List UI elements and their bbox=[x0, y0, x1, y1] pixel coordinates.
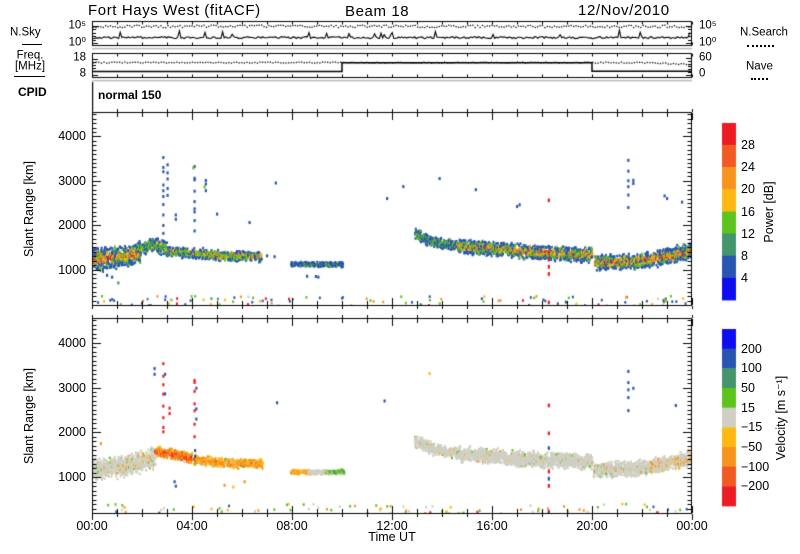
cpid-value: normal 150 bbox=[98, 88, 162, 102]
xtick-4-1600: 16:00 bbox=[476, 519, 508, 533]
beam-label: Beam 18 bbox=[345, 3, 410, 20]
velocity-colorbar-tick--15: −15 bbox=[741, 420, 763, 435]
power-colorbar-tick-20: 20 bbox=[741, 182, 755, 197]
xtick-0-0000: 00:00 bbox=[76, 519, 108, 533]
date-label: 12/Nov/2010 bbox=[578, 2, 670, 19]
velocity-colorbar-tick-200: 200 bbox=[741, 341, 762, 356]
power-colorbar-tick-16: 16 bbox=[741, 204, 755, 219]
power-yaxis-label: Slant Range [km] bbox=[21, 161, 36, 257]
nsky-ytick-top-right: 10⁵ bbox=[699, 19, 717, 32]
velocity-ytick-4000: 4000 bbox=[58, 335, 86, 350]
power-ytick-2000: 2000 bbox=[58, 217, 86, 232]
velocity-colorbar-tick--50: −50 bbox=[741, 439, 763, 454]
nsky-legend-solid-line bbox=[22, 44, 42, 45]
nsky-ytick-bottom-left: 10⁰ bbox=[68, 36, 86, 49]
power-colorbar-tick-4: 4 bbox=[741, 270, 748, 285]
freq-label-line2: [MHz] bbox=[14, 60, 46, 73]
velocity-colorbar-tick-100: 100 bbox=[741, 361, 762, 376]
xtick-6-0000: 00:00 bbox=[676, 519, 708, 533]
power-colorbar-tick-8: 8 bbox=[741, 248, 748, 263]
cpid-label: CPID bbox=[18, 85, 47, 99]
velocity-ytick-3000: 3000 bbox=[58, 380, 86, 395]
power-colorbar-tick-12: 12 bbox=[741, 226, 755, 241]
velocity-yaxis-label: Slant Range [km] bbox=[21, 368, 36, 464]
xtick-1-0400: 04:00 bbox=[176, 519, 208, 533]
nsky-ytick-top-left: 10⁵ bbox=[68, 19, 86, 32]
velocity-ytick-1000: 1000 bbox=[58, 469, 86, 484]
power-ytick-3000: 3000 bbox=[58, 173, 86, 188]
velocity-colorbar-tick--200: −200 bbox=[741, 479, 770, 494]
power-colorbar-tick-24: 24 bbox=[741, 160, 755, 174]
nave-label: Nave bbox=[746, 60, 773, 73]
page-title: Fort Hays West (fitACF) bbox=[88, 2, 261, 19]
freq-legend-solid-line bbox=[14, 76, 45, 77]
nsearch-label: N.Search bbox=[740, 26, 788, 39]
xtick-3-1200: 12:00 bbox=[376, 519, 408, 533]
power-ytick-4000: 4000 bbox=[58, 129, 86, 144]
xtick-2-0800: 08:00 bbox=[276, 519, 308, 533]
velocity-ytick-2000: 2000 bbox=[58, 425, 86, 440]
nsky-label: N.Sky bbox=[10, 26, 41, 39]
freq-ytick-top: 18 bbox=[73, 51, 86, 64]
nsearch-legend-dotted-line bbox=[747, 45, 774, 47]
power-ytick-1000: 1000 bbox=[58, 262, 86, 277]
xtick-5-2000: 20:00 bbox=[576, 519, 608, 533]
nave-ytick-top: 60 bbox=[699, 51, 712, 64]
velocity-colorbar-tick-50: 50 bbox=[741, 380, 755, 395]
nsky-ytick-bottom-right: 10⁰ bbox=[699, 36, 717, 49]
power-colorbar-label: Power [dB] bbox=[761, 181, 776, 243]
velocity-colorbar-tick-15: 15 bbox=[741, 400, 755, 415]
velocity-colorbar-label: Velocity [m s⁻¹] bbox=[773, 375, 788, 461]
velocity-colorbar-tick--100: −100 bbox=[741, 459, 770, 474]
freq-label-line1: Freq. bbox=[16, 49, 44, 62]
xaxis-title: Time UT bbox=[368, 530, 416, 544]
nave-ytick-bottom: 0 bbox=[699, 67, 706, 80]
nave-legend-dotted-line bbox=[751, 78, 768, 80]
power-colorbar-tick-28: 28 bbox=[741, 137, 755, 152]
freq-ytick-bottom: 8 bbox=[79, 67, 86, 80]
